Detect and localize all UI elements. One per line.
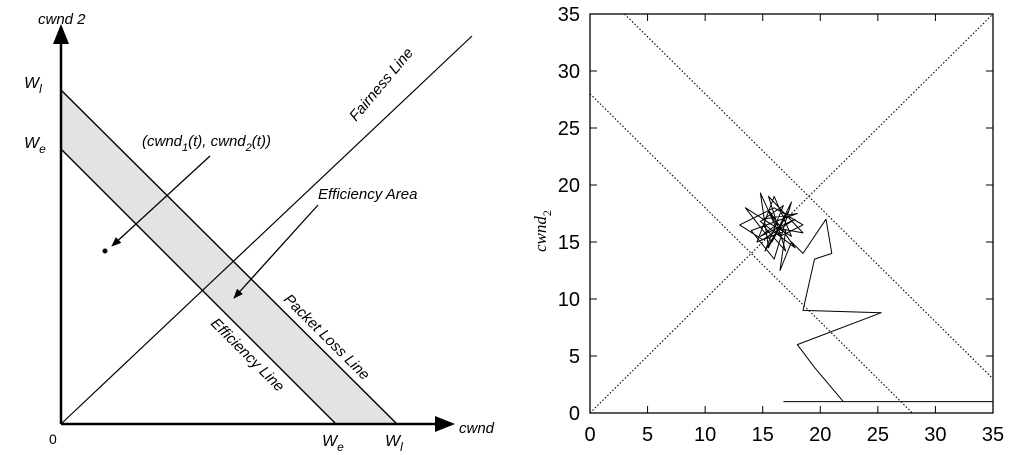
y-tick-label: 0 [569, 403, 580, 425]
y-tick-label: 20 [558, 175, 580, 197]
x-tick-label: 20 [809, 424, 831, 446]
y-axis-label: cwnd 2 [38, 11, 86, 28]
x-axis-arrow [435, 416, 455, 432]
y-tick-label: 10 [558, 289, 580, 311]
phase-plane-diagram: cwnd 2 cwnd 0 Wl We We Wl Fairness Line … [0, 0, 510, 455]
reference-line [624, 13, 994, 380]
state-point-arrow [111, 155, 211, 247]
y-tick-group: 0 5 10 15 20 25 30 35 [558, 4, 993, 425]
x-tick-label: 25 [867, 424, 889, 446]
reference-lines [589, 13, 994, 414]
state-point [102, 248, 108, 254]
plot-frame [589, 13, 994, 414]
y-tick-label: 15 [558, 232, 580, 254]
x-tick-label: 35 [982, 424, 1004, 446]
trajectory-group [739, 192, 994, 403]
origin-label: 0 [49, 431, 57, 447]
x-tick-group: 0 5 10 15 20 25 30 35 [584, 14, 1004, 446]
state-point-label: (cwnd1(t), cwnd2(t)) [142, 133, 271, 154]
y-tick-wl: Wl [24, 75, 42, 96]
x-tick-label: 30 [924, 424, 946, 446]
y-axis-arrow [53, 24, 69, 44]
y-tick-label: 30 [558, 61, 580, 83]
reference-line [589, 13, 994, 414]
y-tick-label: 5 [569, 346, 580, 368]
y-axis-label: cwnd2 [531, 210, 554, 252]
x-tick-wl: Wl [385, 433, 403, 454]
y-tick-label: 35 [558, 4, 580, 26]
efficiency-line [60, 148, 337, 425]
x-axis-label: cwnd [459, 420, 495, 437]
x-tick-label: 10 [694, 424, 716, 446]
phase-plane-svg: cwnd 2 cwnd 0 Wl We We Wl Fairness Line … [24, 11, 495, 454]
fairness-line [60, 35, 473, 425]
y-tick-we: We [24, 135, 46, 156]
x-tick-label: 0 [584, 424, 595, 446]
trajectory-chart-svg: 0 5 10 15 20 25 30 35 0 5 10 15 20 25 30 35 cwnd2 [531, 4, 1004, 446]
reference-line [589, 93, 913, 414]
x-tick-label: 5 [642, 424, 653, 446]
efficiency-area-arrow [233, 204, 319, 299]
y-tick-label: 25 [558, 118, 580, 140]
trajectory-series [739, 192, 994, 403]
efficiency-area-label: Efficiency Area [318, 186, 418, 203]
x-tick-we: We [322, 433, 344, 454]
x-tick-label: 15 [752, 424, 774, 446]
fairness-line-label: Fairness Line [346, 45, 417, 125]
trajectory-chart: 0 5 10 15 20 25 30 35 0 5 10 15 20 25 30 35 cwnd2 [510, 0, 1021, 455]
packet-loss-line [60, 89, 398, 425]
